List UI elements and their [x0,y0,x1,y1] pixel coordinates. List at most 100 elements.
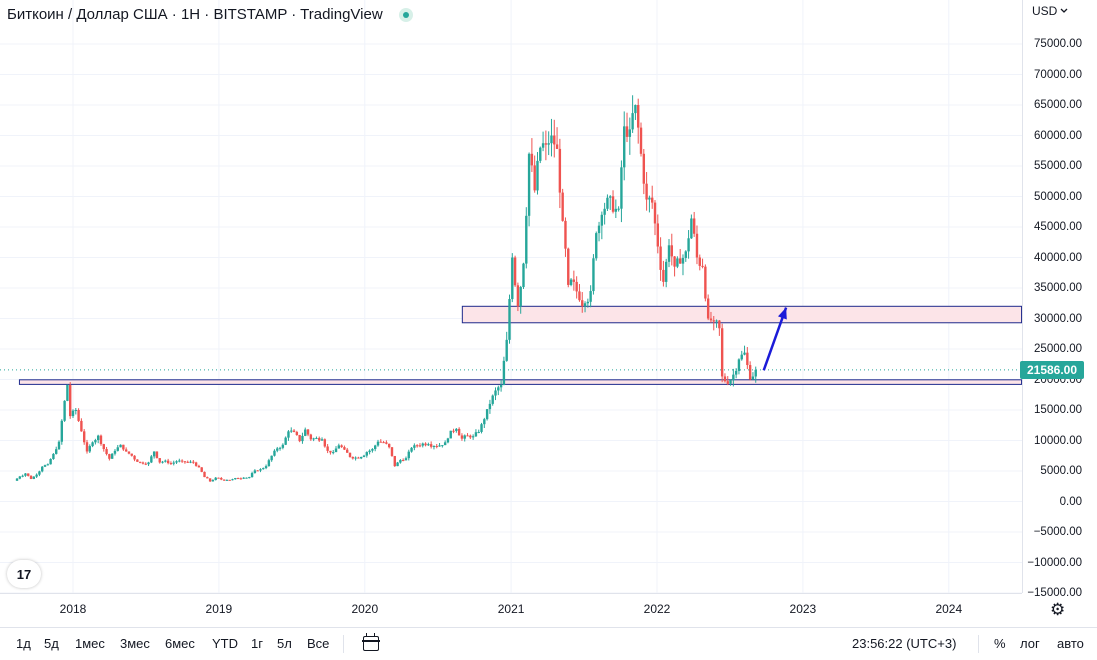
candle-body [592,258,595,292]
candle-body [746,352,749,366]
candle-body [194,462,198,466]
candle-body [642,153,646,184]
candle-body [387,443,391,448]
candle-body [438,445,441,447]
candle-body [390,447,394,456]
last-price-label: 21586.00 [1020,360,1084,379]
price-tick-label: −10000.00 [1027,556,1082,569]
log-scale-button[interactable]: лог [1020,636,1040,651]
range-3m-button[interactable]: 3мес [120,636,150,651]
candle-body [477,431,480,433]
time-axis[interactable]: 2018 2019 2020 2021 2022 2023 2024 [0,593,1022,624]
range-1d-button[interactable]: 1д [16,636,31,651]
clock[interactable]: 23:56:22 (UTC+3) [852,636,957,651]
range-all-button[interactable]: Все [307,636,330,651]
candlestick-chart [0,0,1022,593]
range-1y-button[interactable]: 1г [251,636,263,651]
candle-body [102,444,105,450]
candle-body [49,458,52,465]
candle-body [192,461,195,463]
tradingview-logo[interactable]: 17 [7,560,41,588]
candle-body [415,445,419,447]
percent-scale-button[interactable]: % [994,636,1006,651]
candle-body [681,257,685,264]
candle-body [502,360,506,385]
candle-body [379,441,382,443]
currency-selector[interactable]: USD [1032,4,1068,18]
candle-body [295,431,299,436]
candle-body [315,438,318,440]
candle-body [164,460,167,462]
candle-body [133,455,136,460]
candle-body [357,457,360,459]
candle-body [740,354,743,360]
candle-body [483,419,486,425]
candle-body [645,183,648,200]
candle-body [298,435,301,442]
candle-body [443,442,447,446]
candle-body [494,390,497,396]
candle-body [161,461,164,463]
candle-body [127,451,131,454]
candle-body [85,442,89,452]
candle-body [340,445,343,448]
range-1m-button[interactable]: 1мес [75,636,105,651]
candle-body [709,318,713,321]
range-ytd-button[interactable]: YTD [212,636,238,651]
candle-body [119,444,122,448]
candle-body [337,445,341,449]
price-tick-label: −5000.00 [1033,526,1082,538]
candle-body [457,428,461,436]
symbol-legend[interactable]: Биткоин / Доллар США · 1Н · BITSTAMP · T… [7,6,413,23]
time-tick-label: 2018 [59,602,87,616]
candle-body [24,473,27,476]
chart-pane[interactable]: Биткоин / Доллар США · 1Н · BITSTAMP · T… [0,0,1022,593]
price-axis[interactable]: 75000.00 70000.00 65000.00 60000.00 55000.00… [1022,0,1097,599]
candle-body [301,435,304,442]
time-tick-label: 2024 [935,602,963,616]
candle-body [278,447,282,449]
candle-body [55,449,58,454]
candle-body [147,462,150,465]
candle-body [348,452,352,457]
range-6m-button[interactable]: 6мес [165,636,195,651]
price-tick-label: 45000.00 [1034,221,1082,233]
candle-body [586,301,590,304]
candle-body [253,470,257,474]
candle-body [754,369,757,377]
candle-body [460,435,464,439]
candle-body [32,476,36,479]
candle-body [569,279,573,285]
candle-body [220,478,223,480]
candle-body [122,444,125,450]
gear-icon[interactable]: ⚙ [1050,600,1066,619]
candle-body [732,374,735,381]
toolbar-divider [343,635,344,653]
candle-body [695,233,699,258]
range-5d-button[interactable]: 5д [44,636,59,651]
symbol-title[interactable]: Биткоин / Доллар США · 1Н · BITSTAMP · T… [7,6,383,23]
candle-body [469,435,472,438]
candle-body [720,328,724,377]
candle-body [516,285,520,307]
candle-body [581,300,584,307]
auto-scale-button[interactable]: авто [1057,636,1084,651]
candle-body [320,439,324,441]
candle-body [217,477,220,479]
range-5y-button[interactable]: 5л [277,636,292,651]
candle-body [600,214,604,226]
candle-body [611,196,615,212]
candle-body [214,477,217,481]
candle-body [312,438,315,440]
candle-body [564,220,567,249]
candle-body [113,450,117,454]
candle-body [354,457,357,459]
candle-body [15,478,19,481]
candle-body [57,441,61,450]
candle-body [242,477,245,479]
candle-body [206,477,209,479]
candle-body [499,384,503,388]
candle-body [410,447,413,452]
calendar-icon[interactable] [362,633,380,651]
candle-body [667,245,671,262]
